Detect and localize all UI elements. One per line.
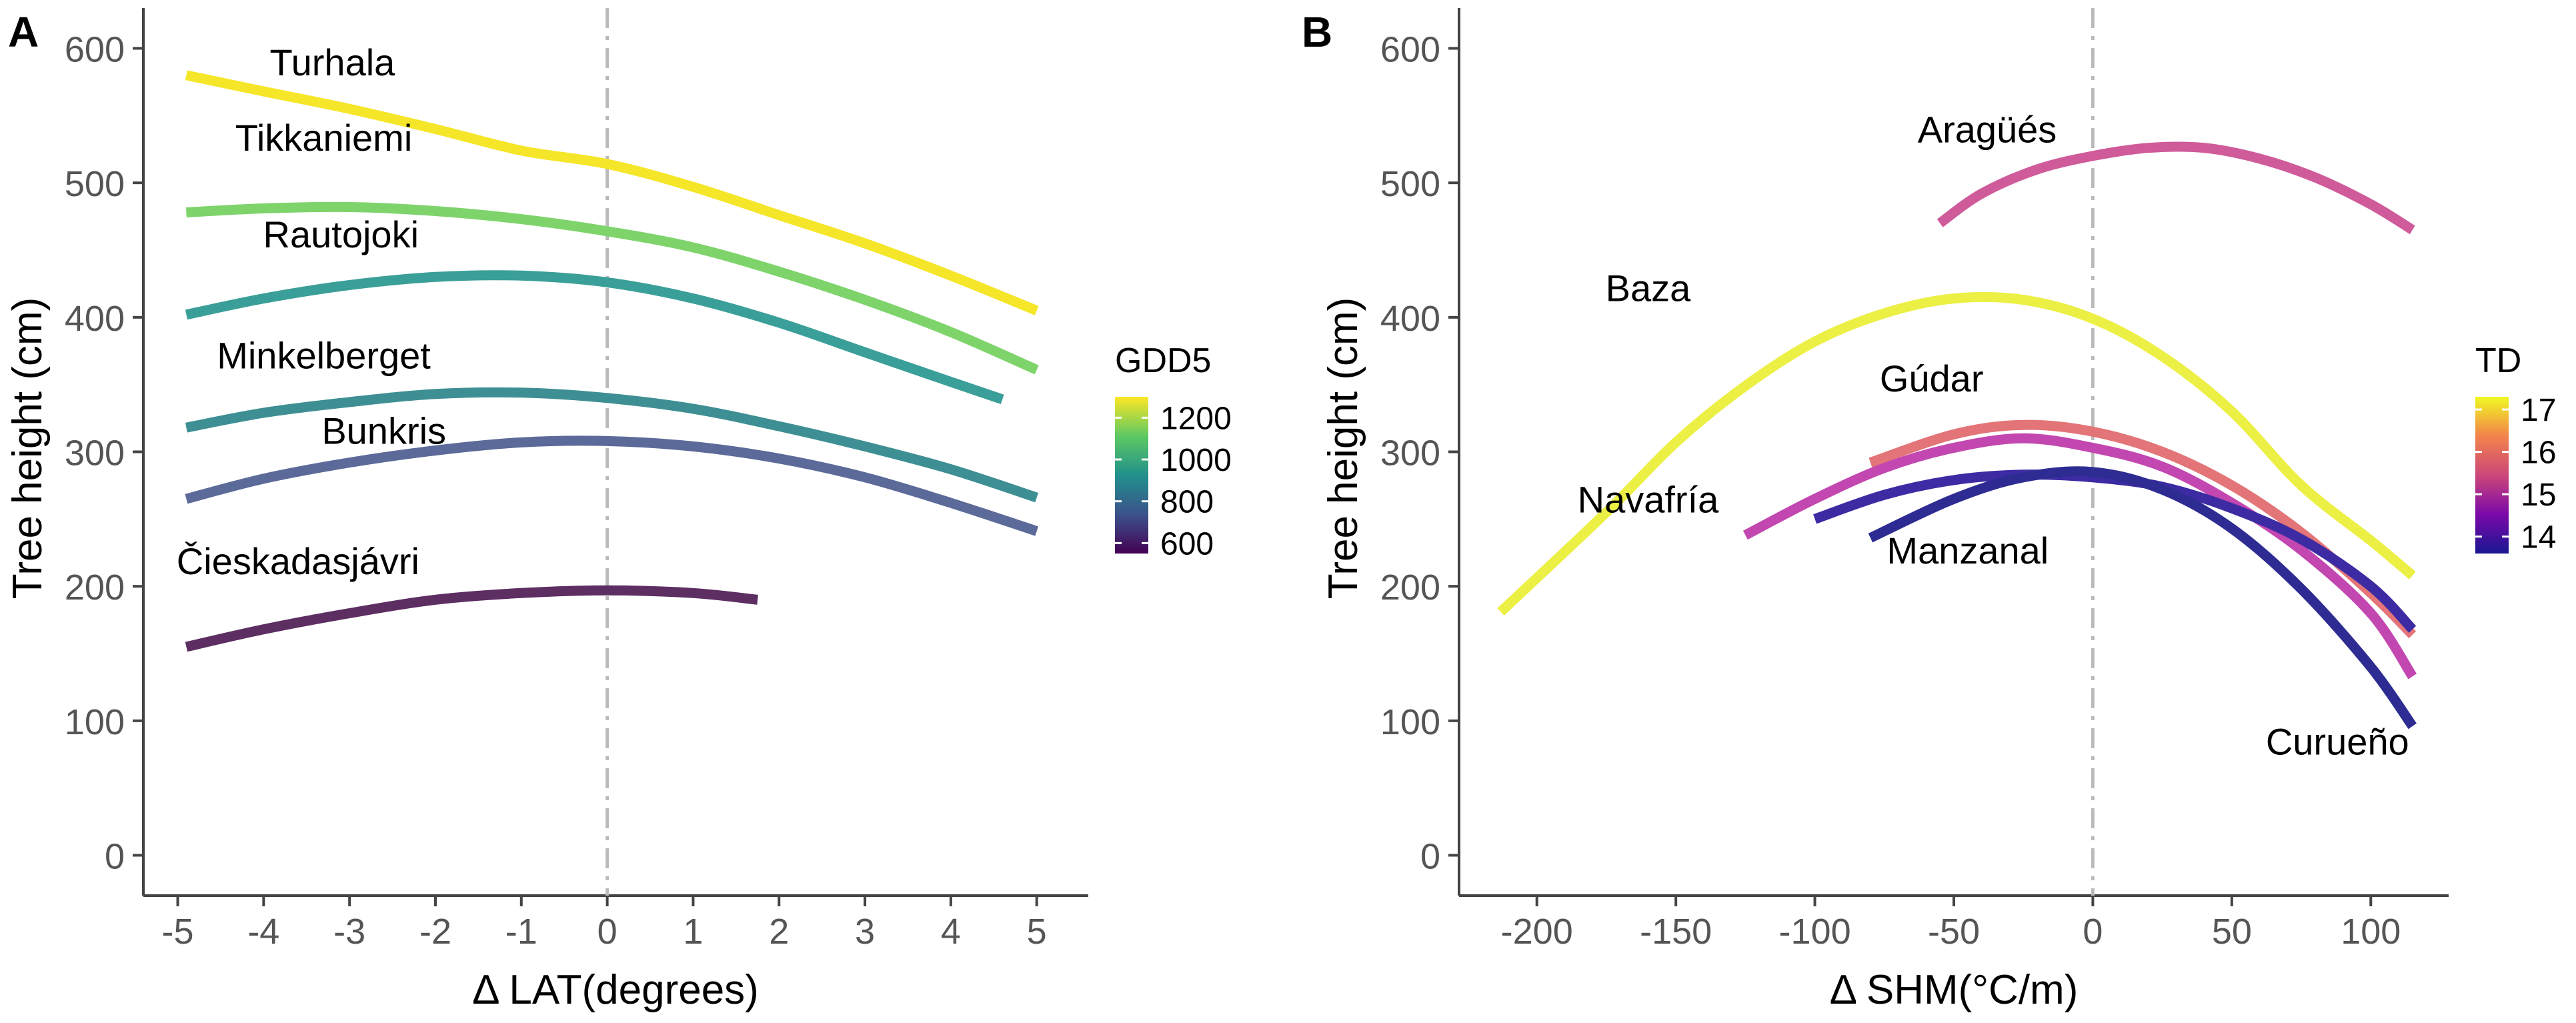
panel-b: B 0 100 200 300 400 500 600 -200 -150 -100 -50 0 50… bbox=[1302, 8, 2556, 1013]
y-tick-label: 500 bbox=[1380, 164, 1440, 204]
series-line-Minkelberget bbox=[185, 387, 1039, 503]
panel-b-legend-title: TD bbox=[2475, 341, 2521, 380]
x-tick-label: -3 bbox=[333, 912, 365, 952]
x-tick-label: -5 bbox=[162, 912, 194, 952]
panel-a-y-axis-title: Tree height (cm) bbox=[5, 297, 51, 600]
legend-label: 600 bbox=[1160, 526, 1214, 562]
y-tick-label: 100 bbox=[1380, 702, 1440, 742]
legend-label: 1000 bbox=[1160, 443, 1232, 478]
panel-a-x-ticks: -5 -4 -3 -2 -1 0 1 2 3 4 5 bbox=[162, 896, 1047, 952]
series-line-Tikkaniemi bbox=[186, 201, 1039, 375]
panel-b-x-axis-title: Δ SHM(°C/m) bbox=[1830, 967, 2079, 1013]
legend-label: 14 bbox=[2521, 520, 2556, 556]
panel-b-label: B bbox=[1302, 8, 1332, 56]
panel-a-legend-colorbar bbox=[1115, 397, 1148, 554]
series-line-Curueño bbox=[1868, 466, 2417, 730]
panel-b-series bbox=[1497, 141, 2417, 730]
y-tick-label: 200 bbox=[1380, 568, 1440, 608]
y-tick-label: 600 bbox=[1380, 30, 1440, 70]
series-line-Rautojoki bbox=[185, 270, 1004, 404]
series-line-Baza bbox=[1497, 291, 2416, 616]
panel-b-legend: TD 17 16 15 14 bbox=[2475, 341, 2556, 556]
y-tick-label: 300 bbox=[1380, 433, 1440, 473]
series-line-Aragüés bbox=[1937, 141, 2415, 235]
series-label: Baza bbox=[1606, 267, 1691, 309]
panel-b-series-labels: Aragüés Baza Gúdar Navafría Manzanal Curueño bbox=[1578, 109, 2409, 763]
y-tick-label: 500 bbox=[65, 164, 125, 204]
panel-b-x-ticks: -200 -150 -100 -50 0 50 100 bbox=[1501, 896, 2401, 952]
x-tick-label: 3 bbox=[855, 912, 875, 952]
series-label: Gúdar bbox=[1880, 357, 1984, 399]
x-tick-label: 0 bbox=[597, 912, 617, 952]
legend-label: 800 bbox=[1160, 485, 1214, 520]
panel-a-y-ticks: 0 100 200 300 400 500 600 bbox=[65, 30, 143, 877]
legend-label: 16 bbox=[2521, 435, 2556, 471]
series-label: Manzanal bbox=[1886, 530, 2049, 572]
x-tick-label: -4 bbox=[247, 912, 279, 952]
x-tick-label: -2 bbox=[419, 912, 451, 952]
series-label: Navafría bbox=[1578, 478, 1719, 520]
y-tick-label: 0 bbox=[105, 837, 125, 877]
x-tick-label: -50 bbox=[1928, 912, 1980, 952]
y-tick-label: 200 bbox=[65, 568, 125, 608]
legend-label: 1200 bbox=[1160, 401, 1232, 436]
x-tick-label: -150 bbox=[1640, 912, 1712, 952]
x-tick-label: 0 bbox=[2083, 912, 2103, 952]
panel-a-legend-ticks: 1200 1000 800 600 bbox=[1115, 401, 1232, 562]
panel-b-y-axis-title: Tree height (cm) bbox=[1320, 297, 1366, 600]
x-tick-label: 100 bbox=[2341, 912, 2401, 952]
series-line-Čieskadasjávri bbox=[185, 585, 758, 652]
series-label: Rautojoki bbox=[263, 213, 419, 255]
panel-a: A 0 100 200 300 400 500 600 -5 -4 -3 -2 -1 0 1 2 3 4 5 T… bbox=[5, 8, 1232, 1013]
panel-a-label: A bbox=[8, 8, 39, 56]
panel-a-series-labels: Turhala Tikkaniemi Rautojoki Minkelberget Bu… bbox=[177, 41, 446, 582]
panel-b-legend-colorbar bbox=[2475, 397, 2509, 554]
series-label: Minkelberget bbox=[217, 334, 431, 376]
series-label: Bunkris bbox=[321, 409, 446, 451]
x-tick-label: -1 bbox=[505, 912, 537, 952]
panel-a-x-axis-title: Δ LAT(degrees) bbox=[472, 967, 759, 1013]
series-line-Navafría bbox=[1742, 433, 2417, 680]
panel-b-y-ticks: 0 100 200 300 400 500 600 bbox=[1380, 30, 1459, 877]
panel-a-series bbox=[185, 70, 1039, 652]
panel-b-legend-ticks: 17 16 15 14 bbox=[2475, 393, 2556, 556]
series-label: Turhala bbox=[270, 41, 396, 83]
series-line-Turhala bbox=[185, 70, 1039, 315]
panel-a-legend-title: GDD5 bbox=[1115, 341, 1211, 380]
y-tick-label: 600 bbox=[65, 30, 125, 70]
series-label: Čieskadasjávri bbox=[177, 540, 419, 582]
series-label: Curueño bbox=[2266, 720, 2409, 762]
x-tick-label: 5 bbox=[1027, 912, 1047, 952]
y-tick-label: 100 bbox=[65, 702, 125, 742]
x-tick-label: 50 bbox=[2212, 912, 2252, 952]
legend-label: 15 bbox=[2521, 477, 2556, 513]
y-tick-label: 400 bbox=[1380, 299, 1440, 339]
series-label: Tikkaniemi bbox=[235, 117, 413, 159]
legend-label: 17 bbox=[2521, 393, 2556, 428]
y-tick-label: 400 bbox=[65, 299, 125, 339]
series-label: Aragüés bbox=[1918, 109, 2057, 151]
x-tick-label: 2 bbox=[769, 912, 789, 952]
x-tick-label: 4 bbox=[941, 912, 961, 952]
x-tick-label: -200 bbox=[1501, 912, 1573, 952]
y-tick-label: 300 bbox=[65, 433, 125, 473]
panel-a-legend: GDD5 1200 1000 800 600 bbox=[1115, 341, 1232, 562]
y-tick-label: 0 bbox=[1420, 837, 1440, 877]
x-tick-label: -100 bbox=[1779, 912, 1851, 952]
series-line-Bunkris bbox=[185, 435, 1039, 536]
x-tick-label: 1 bbox=[683, 912, 703, 952]
